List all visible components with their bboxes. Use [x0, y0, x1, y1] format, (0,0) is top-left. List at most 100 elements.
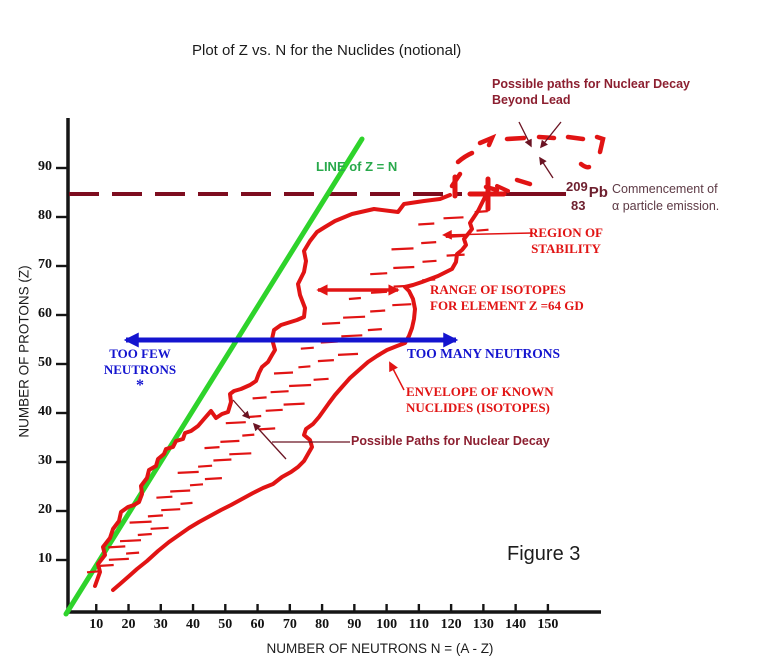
region-of-stability-label: REGION OF STABILITY — [528, 225, 604, 256]
x-tick-label: 110 — [408, 617, 429, 632]
stability-hatch-stroke — [150, 526, 169, 530]
y-axis-title: NUMBER OF PROTONS (Z) — [16, 265, 32, 438]
stability-hatch-stroke — [170, 489, 191, 493]
stability-hatch-stroke — [204, 446, 220, 450]
y-tick-label: 60 — [38, 306, 52, 321]
stability-hatch-stroke — [225, 421, 246, 425]
stability-hatch-stroke — [289, 383, 312, 388]
y-axis-ticks — [56, 166, 68, 562]
stability-hatch-stroke — [129, 520, 152, 524]
envelope-upper-boundary — [93, 193, 452, 588]
stability-hatch-stroke — [270, 390, 289, 394]
stability-hatch-stroke — [343, 315, 366, 319]
beyond-lead-pointer-arrows — [518, 121, 562, 179]
stability-hatch-stroke — [476, 228, 489, 232]
stability-hatch-stroke — [229, 452, 252, 456]
stability-hatch-stroke — [86, 570, 100, 574]
y-tick-label: 90 — [38, 159, 52, 174]
stability-hatch-stroke — [391, 247, 414, 251]
stability-hatch-stroke — [322, 321, 341, 325]
stability-hatch-stroke — [177, 470, 199, 474]
envelope-label-leader — [389, 361, 405, 391]
stability-hatch-stroke — [392, 303, 412, 307]
figure-number: Figure 3 — [507, 543, 581, 565]
x-tick-label: 30 — [153, 617, 168, 632]
x-axis-ticks — [95, 604, 550, 612]
stability-hatch-stroke — [341, 334, 363, 338]
region-of-stability-leader — [442, 229, 534, 240]
stability-hatch-stroke — [161, 508, 181, 512]
commencement-label: Commencement of α particle emission. — [612, 182, 720, 213]
too-few-neutrons-label: TOO FEW NEUTRONS * — [94, 346, 186, 394]
stability-hatch-stroke — [393, 265, 415, 270]
stability-hatch-stroke — [189, 483, 204, 487]
stability-hatch-stroke — [119, 539, 142, 543]
x-tick-label: 10 — [89, 617, 104, 632]
x-axis-title: NUMBER OF NEUTRONS N = (A - Z) — [266, 641, 494, 656]
stability-hatch-stroke — [283, 402, 305, 406]
stability-hatch-stroke — [204, 477, 222, 481]
x-tick-label: 60 — [250, 617, 265, 632]
x-tick-label: 150 — [537, 617, 559, 632]
isotope-range-label: RANGE OF ISOTOPES FOR ELEMENT Z =64 GD — [430, 282, 584, 313]
x-tick-label: 90 — [347, 617, 362, 632]
stability-hatch-stroke — [137, 532, 152, 537]
stability-hatch-stroke — [370, 309, 386, 313]
x-tick-label: 100 — [376, 617, 398, 632]
stability-hatch-stroke — [298, 365, 311, 369]
stability-hatch-stroke — [337, 352, 359, 356]
stability-hatch-stroke — [348, 296, 361, 301]
stability-hatch-stroke — [180, 501, 193, 505]
stability-hatch-stroke — [252, 396, 267, 400]
chart-title: Plot of Z vs. N for the Nuclides (notion… — [192, 42, 462, 59]
stability-hatch-stroke — [126, 551, 140, 555]
x-tick-label: 20 — [121, 617, 136, 632]
x-tick-label: 40 — [186, 617, 201, 632]
y-tick-label: 50 — [38, 355, 52, 370]
stability-hatch-stroke — [213, 458, 232, 462]
stability-hatch-stroke — [367, 328, 382, 332]
decay-paths-pointers — [232, 399, 350, 460]
stability-hatch-stroke — [313, 377, 329, 381]
envelope-label: ENVELOPE OF KNOWN NUCLIDES (ISOTOPES) — [406, 384, 554, 415]
x-tick-label: 140 — [505, 617, 527, 632]
stability-hatch-stroke — [317, 359, 334, 363]
y-tick-label: 20 — [38, 502, 52, 517]
beyond-lead-label: Possible paths for Nuclear Decay Beyond … — [492, 77, 690, 107]
stability-hatch-stroke — [220, 439, 240, 443]
y-tick-label: 70 — [38, 257, 52, 272]
too-many-neutrons-label: TOO MANY NEUTRONS — [407, 346, 561, 361]
decay-paths-label: Possible Paths for Nuclear Decay — [351, 434, 550, 448]
y-tick-label: 10 — [38, 551, 52, 566]
line-z-equals-n — [63, 136, 365, 617]
beyond-lead-dashed-path — [449, 133, 606, 193]
stability-hatch-stroke — [418, 222, 435, 226]
x-tick-label: 120 — [440, 617, 462, 632]
stability-hatch-stroke — [421, 241, 437, 245]
stability-hatch-stroke — [259, 427, 276, 431]
stability-hatch-stroke — [370, 290, 388, 294]
envelope-lower-boundary — [111, 193, 488, 592]
y-tick-label: 30 — [38, 453, 52, 468]
x-tick-label: 70 — [282, 617, 297, 632]
stability-hatch-stroke — [422, 259, 437, 263]
y-tick-label: 80 — [38, 208, 52, 223]
stability-hatch-stroke — [147, 514, 163, 518]
too-few-asterisk: * — [136, 377, 144, 394]
stability-hatch-stroke — [273, 371, 294, 375]
y-tick-label: 40 — [38, 404, 52, 419]
stability-hatch-stroke — [198, 464, 213, 468]
stability-hatch-stroke — [242, 433, 255, 437]
stability-hatch-stroke — [156, 495, 173, 499]
stability-hatch-stroke — [265, 408, 283, 412]
x-tick-label: 130 — [472, 617, 494, 632]
line-zn-label: LINE of Z = N — [316, 159, 398, 174]
stability-hatch-stroke — [108, 545, 126, 549]
stability-hatch-stroke — [300, 346, 314, 350]
stability-hatch-stroke — [108, 557, 129, 561]
x-tick-label: 50 — [218, 617, 233, 632]
stability-hatch-stroke — [370, 272, 388, 276]
x-tick-label: 80 — [315, 617, 330, 632]
